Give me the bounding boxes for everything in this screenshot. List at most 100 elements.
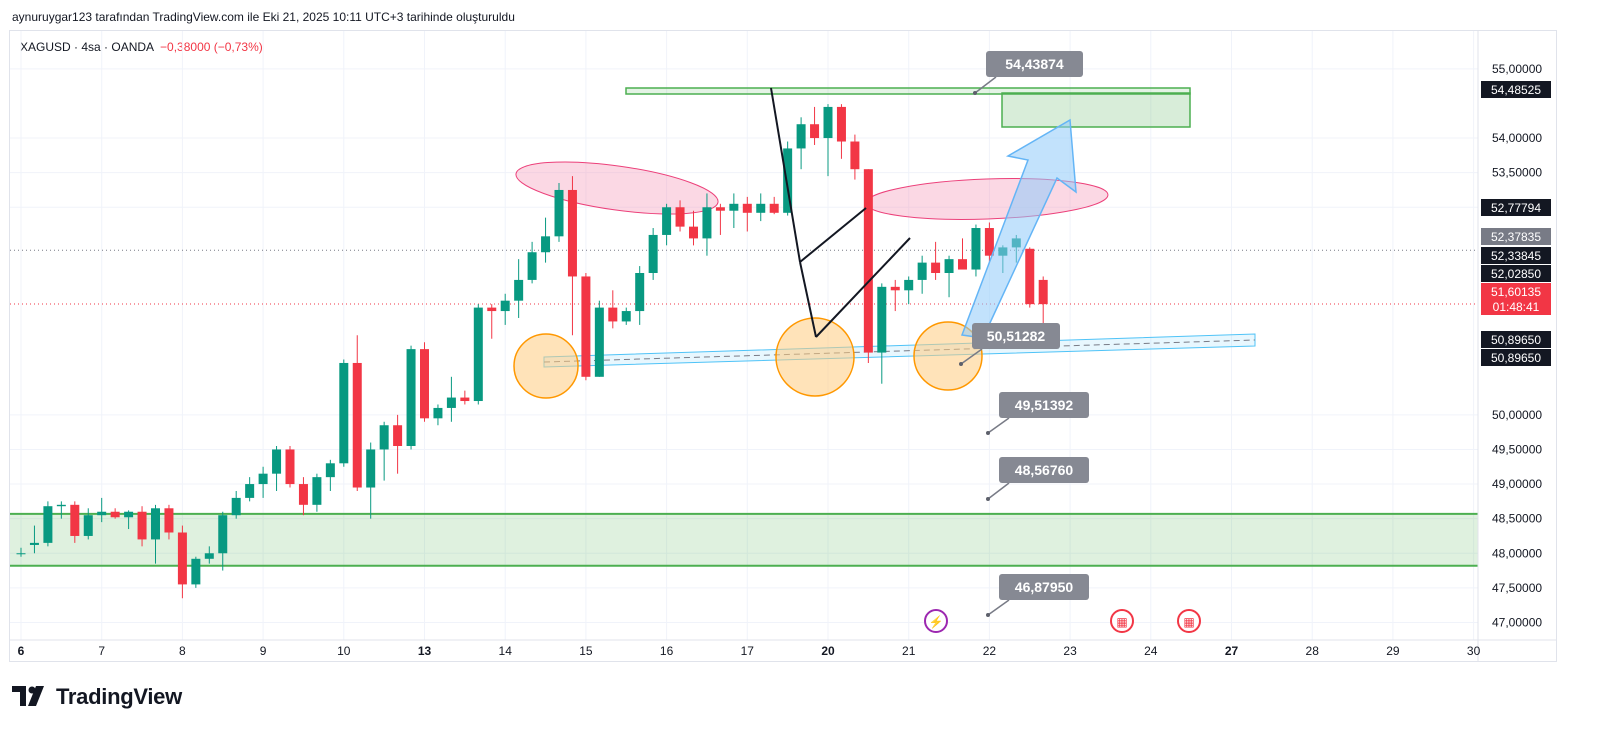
candle-body (944, 259, 954, 273)
y-tick-label: 48,50000 (1492, 512, 1542, 526)
candle-body (756, 203, 766, 213)
y-tick-label: 54,00000 (1492, 131, 1542, 145)
symbol-legend[interactable]: XAGUSD · 4sa · OANDA −0,38000 (−0,73%) (20, 40, 263, 54)
candle-body (783, 148, 793, 213)
candle-body (433, 407, 443, 419)
candle-body (823, 106, 833, 139)
pattern-line (799, 207, 867, 263)
candle-body (541, 236, 551, 253)
candle-body (177, 532, 187, 585)
tradingview-brand: TradingView (56, 684, 182, 709)
callout-pointer (987, 417, 1010, 434)
candle-body (796, 124, 806, 149)
price-axis-label-text: 51,60135 (1491, 285, 1541, 299)
candle-body (110, 511, 120, 518)
callout-anchor (986, 613, 990, 617)
y-tick-label: 49,50000 (1492, 442, 1542, 456)
candle-body (16, 553, 26, 555)
candle-body (43, 506, 53, 543)
support-circle (913, 321, 983, 391)
price-axis-label (1481, 228, 1551, 245)
candle-body (325, 463, 335, 478)
candle-body (608, 307, 618, 322)
callout-label: 54,43874 (1005, 56, 1064, 72)
price-axis-label (1481, 349, 1551, 366)
candle-body (863, 169, 873, 353)
x-tick-label: 23 (1063, 644, 1077, 658)
callout-label: 50,51282 (987, 328, 1046, 344)
callout-label: 48,56760 (1015, 462, 1074, 478)
candle-body (137, 511, 147, 540)
y-tick-label: 48,00000 (1492, 546, 1542, 560)
candle-body (702, 207, 712, 239)
chart-frame (9, 30, 1557, 662)
candle-body (554, 189, 564, 237)
price-axis-label-text: 52,77794 (1491, 201, 1541, 215)
projection-arrow (960, 118, 1077, 339)
y-tick-label: 53,50000 (1492, 166, 1542, 180)
x-tick-label: 30 (1467, 644, 1481, 658)
candle-body (500, 300, 510, 312)
symbol-name: XAGUSD · 4sa · OANDA (20, 40, 155, 54)
support-circle (775, 317, 855, 397)
pattern-line (799, 261, 817, 338)
candle-body (298, 484, 308, 505)
price-axis-label-text: 50,89650 (1491, 351, 1541, 365)
price-axis-label-text: 50,89650 (1491, 333, 1541, 347)
x-tick-label: 21 (902, 644, 916, 658)
callout-anchor (959, 362, 963, 366)
x-tick-label: 16 (660, 644, 674, 658)
candle-body (218, 515, 228, 554)
callout-box (986, 51, 1083, 77)
y-tick-label: 47,50000 (1492, 581, 1542, 595)
candle-body (56, 504, 66, 507)
event-icon (924, 609, 948, 633)
candle-body (379, 425, 389, 450)
callout-pointer (974, 76, 997, 94)
x-tick-label: 27 (1225, 644, 1239, 658)
x-tick-label: 15 (579, 644, 593, 658)
x-tick-label: 29 (1386, 644, 1400, 658)
candle-body (352, 362, 362, 488)
x-tick-label: 9 (260, 644, 267, 658)
price-axis-label (1481, 283, 1551, 315)
candle-body (810, 124, 820, 139)
x-tick-label: 6 (18, 644, 25, 658)
price-axis-label-text: 52,33845 (1491, 249, 1541, 263)
candle-body (97, 511, 107, 516)
callout-anchor (973, 91, 977, 95)
support-circle (513, 333, 579, 399)
price-countdown-text: 01:48:41 (1493, 300, 1540, 314)
y-tick-label: 55,00000 (1492, 62, 1542, 76)
price-axis-label (1481, 265, 1551, 282)
callout-pointer (960, 348, 983, 365)
candle-body (460, 397, 470, 402)
x-tick-label: 8 (179, 644, 186, 658)
candle-body (312, 477, 322, 505)
resistance-ellipse-left (515, 161, 719, 215)
candle-body (621, 311, 631, 322)
candle-body (594, 307, 604, 377)
supply-zone-top (625, 87, 1191, 95)
x-tick-label: 28 (1306, 644, 1320, 658)
candle-body (514, 279, 524, 301)
candle-body (204, 553, 214, 559)
candle-body (567, 189, 577, 277)
candle-body (406, 349, 416, 446)
candle-body (836, 106, 846, 142)
candle-body (648, 234, 658, 273)
candle-body (446, 397, 456, 408)
candle-body (231, 497, 241, 516)
candle-body (258, 473, 268, 485)
candle-body (917, 262, 927, 280)
tradingview-logo-icon (12, 686, 44, 706)
candle-body (689, 226, 698, 239)
x-tick-label: 7 (98, 644, 105, 658)
candle-body (473, 307, 483, 402)
candle-body (1025, 248, 1035, 305)
callout-box (972, 323, 1060, 349)
candle-body (191, 558, 201, 585)
candle-body (29, 542, 39, 545)
candle-body (850, 141, 860, 170)
